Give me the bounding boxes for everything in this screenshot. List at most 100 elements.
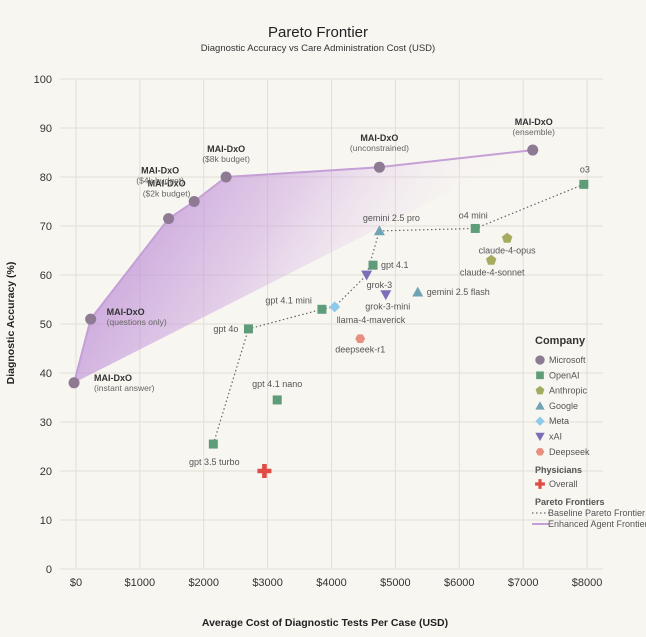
model-point	[272, 395, 282, 405]
microsoft-point	[85, 313, 97, 325]
legend-marker	[535, 479, 545, 489]
legend-label: Deepseek	[549, 447, 590, 457]
model-point-label: gpt 3.5 turbo	[189, 457, 240, 467]
legend-item-physicians: Overall	[535, 479, 578, 489]
model-point	[361, 270, 373, 281]
legend-label: Baseline Pareto Frontier	[548, 508, 645, 518]
microsoft-point	[220, 171, 232, 183]
legend-marker	[535, 416, 545, 426]
legend-item-meta: Meta	[535, 416, 569, 426]
point-marker	[355, 334, 366, 343]
model-point-label: gpt 4.1 mini	[265, 295, 312, 305]
legend-item-anthropic: Anthropic	[535, 385, 588, 396]
point-marker	[373, 225, 385, 236]
x-tick-label: $1000	[125, 577, 156, 589]
mai-label-name: MAI-DxO	[107, 307, 145, 317]
mai-label-sub: (unconstrained)	[350, 143, 409, 153]
legend: Company Microsoft OpenAI Anthropic Google Met…	[532, 335, 646, 529]
legend-label: Overall	[549, 479, 578, 489]
legend-label: Microsoft	[549, 355, 586, 365]
point-marker	[163, 213, 175, 225]
point-marker	[535, 385, 545, 395]
mai-label-name: MAI-DxO	[141, 166, 179, 176]
model-point-label: llama-4-maverick	[337, 315, 406, 325]
mai-label-name: MAI-DxO	[515, 117, 553, 127]
model-point-label: claude-4-sonnet	[460, 267, 525, 277]
microsoft-point	[188, 196, 200, 207]
model-point-label: gpt 4.1 nano	[252, 379, 302, 389]
legend-marker	[535, 355, 545, 365]
microsoft-point	[373, 161, 385, 173]
legend-item-microsoft: Microsoft	[535, 355, 586, 365]
microsoft-point	[163, 213, 175, 225]
legend-marker	[535, 432, 545, 442]
model-point	[380, 290, 392, 301]
model-point	[355, 334, 366, 343]
legend-label: xAI	[549, 432, 562, 442]
y-tick-label: 50	[40, 319, 52, 331]
point-marker	[470, 223, 480, 233]
x-axis-label: Average Cost of Diagnostic Tests Per Cas…	[202, 617, 448, 629]
x-tick-label: $5000	[380, 577, 411, 589]
point-marker	[536, 371, 544, 380]
legend-label: Meta	[549, 416, 569, 426]
legend-item-enhanced: Enhanced Agent Frontier	[532, 519, 646, 529]
physician-point	[257, 464, 272, 478]
legend-physicians-title: Physicians	[535, 465, 582, 475]
legend-item-openai: OpenAI	[536, 370, 580, 380]
chart-subtitle: Diagnostic Accuracy vs Care Administrati…	[201, 43, 435, 54]
model-point	[412, 286, 424, 297]
point-marker	[535, 355, 545, 365]
point-marker	[68, 377, 80, 389]
legend-label: Anthropic	[549, 386, 588, 396]
model-point-label: gpt 4o	[213, 324, 238, 334]
model-point-label: grok-3-mini	[365, 302, 410, 312]
model-point	[208, 439, 218, 449]
x-tick-label: $6000	[444, 577, 475, 589]
model-point-label: gpt 4.1	[381, 260, 409, 270]
legend-label: OpenAI	[549, 370, 580, 380]
model-point	[373, 225, 385, 236]
legend-marker	[535, 401, 545, 410]
mai-label-name: MAI-DxO	[148, 179, 186, 189]
model-point	[486, 254, 497, 265]
mai-label-sub: (instant answer)	[94, 383, 155, 393]
legend-label: Google	[549, 401, 578, 411]
y-tick-label: 60	[40, 270, 52, 282]
point-marker	[412, 286, 424, 297]
enhanced-frontier-area	[74, 150, 533, 383]
x-tick-labels: $0 $1000 $2000 $3000 $4000 $5000 $6000 $7000 $80…	[70, 577, 602, 589]
data-labels: MAI-DxO(instant answer)MAI-DxO(questions…	[94, 117, 590, 467]
model-point	[501, 232, 513, 243]
microsoft-point-label: MAI-DxO(unconstrained)	[350, 133, 409, 153]
mai-label-sub: ($4k budget)	[136, 176, 184, 186]
x-tick-label: $4000	[316, 577, 347, 589]
model-point-label: o4 mini	[459, 210, 488, 220]
legend-marker	[536, 371, 544, 380]
point-marker	[373, 161, 385, 173]
point-marker	[317, 304, 327, 314]
mai-label-name: MAI-DxO	[94, 373, 132, 383]
x-tick-label: $0	[70, 577, 82, 589]
y-tick-label: 20	[40, 466, 52, 478]
point-marker	[535, 432, 545, 442]
legend-marker	[535, 448, 545, 456]
point-marker	[527, 144, 539, 156]
point-marker	[535, 479, 545, 489]
y-tick-label: 40	[40, 368, 52, 380]
x-tick-label: $2000	[188, 577, 219, 589]
model-point	[470, 223, 480, 233]
point-marker	[535, 401, 545, 410]
point-marker	[85, 313, 97, 325]
point-marker	[208, 439, 218, 449]
microsoft-point-label: MAI-DxO(questions only)	[107, 307, 167, 327]
microsoft-point-label: MAI-DxO(instant answer)	[94, 373, 155, 393]
legend-item-baseline: Baseline Pareto Frontier	[532, 508, 645, 518]
model-point	[243, 324, 253, 334]
mai-label-sub: (ensemble)	[512, 127, 555, 137]
legend-frontiers-title: Pareto Frontiers	[535, 497, 605, 507]
legend-item-xai: xAI	[535, 432, 562, 442]
model-point-label: grok-3	[367, 280, 393, 290]
model-point	[329, 301, 341, 313]
mai-label-sub: (questions only)	[107, 317, 167, 327]
